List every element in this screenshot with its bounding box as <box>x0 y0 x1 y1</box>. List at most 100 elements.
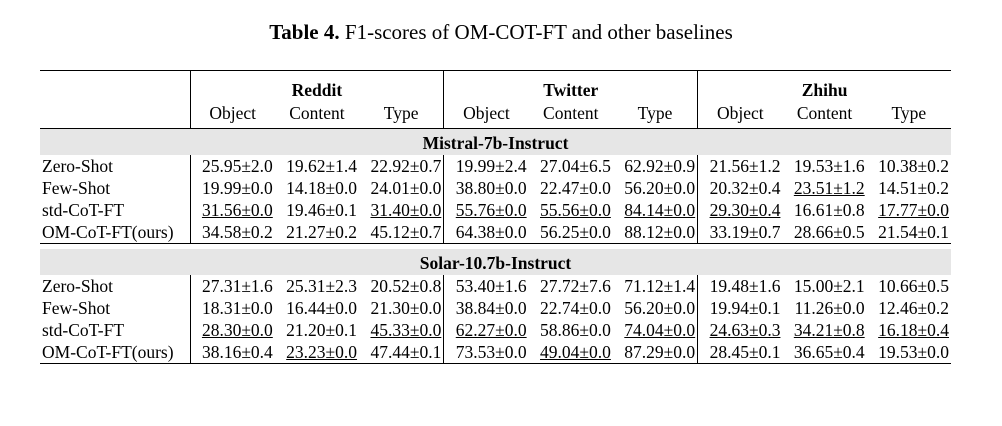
score-value: 17.77±0.0 <box>878 200 949 220</box>
score-value: 19.99±2.4 <box>455 156 527 176</box>
score-cell: 27.04±6.5 <box>529 155 613 177</box>
score-cell: 21.54±0.1 <box>866 221 951 244</box>
score-cell: 58.86±0.0 <box>529 319 613 341</box>
method-cell: OM-CoT-FT(ours) <box>40 341 191 364</box>
score-value: 21.30±0.0 <box>370 298 442 318</box>
score-cell: 33.19±0.7 <box>697 221 783 244</box>
mid-rule <box>40 128 951 129</box>
score-value: 27.72±7.6 <box>540 276 611 296</box>
score-value: 45.12±0.7 <box>370 222 442 242</box>
score-value: 55.76±0.0 <box>455 200 527 220</box>
score-value: 49.04±0.0 <box>540 342 611 362</box>
score-cell: 15.00±2.1 <box>782 275 866 297</box>
score-value: 25.31±2.3 <box>286 276 358 296</box>
score-cell: 28.45±0.1 <box>697 341 783 364</box>
score-value: 24.63±0.3 <box>709 320 781 340</box>
score-value: 16.44±0.0 <box>286 298 358 318</box>
score-cell: 19.62±1.4 <box>275 155 359 177</box>
score-cell: 10.38±0.2 <box>867 155 951 177</box>
score-value: 53.40±1.6 <box>455 276 527 296</box>
section-title-row: Mistral-7b-Instruct <box>40 129 951 155</box>
method-cell: OM-CoT-FT(ours) <box>40 221 191 244</box>
score-value: 20.32±0.4 <box>709 178 781 198</box>
score-value: 87.29±0.0 <box>624 342 696 362</box>
dataset-header-row: Reddit Twitter Zhihu <box>40 71 951 101</box>
score-value: 47.44±0.1 <box>370 342 442 362</box>
score-value: 22.92±0.7 <box>370 156 442 176</box>
caption-text: F1-scores of OM-COT-FT and other baselin… <box>344 20 733 44</box>
score-value: 10.38±0.2 <box>878 156 949 176</box>
score-value: 21.54±0.1 <box>878 222 949 242</box>
score-cell: 45.33±0.0 <box>359 319 445 341</box>
score-cell: 31.40±0.0 <box>359 199 445 221</box>
score-cell: 11.26±0.0 <box>782 297 866 319</box>
score-value: 19.53±0.0 <box>878 342 949 362</box>
score-cell: 28.66±0.5 <box>782 221 867 244</box>
metric-header: Object <box>716 103 764 123</box>
score-cell: 73.53±0.0 <box>443 341 529 364</box>
score-value: 19.48±1.6 <box>709 276 781 296</box>
dataset-header-zhihu: Zhihu <box>801 80 848 100</box>
score-cell: 27.72±7.6 <box>529 275 613 297</box>
table-row: std-CoT-FT 31.56±0.0 19.46±0.1 31.40±0.0 55.… <box>40 199 951 221</box>
score-cell: 17.77±0.0 <box>867 199 951 221</box>
score-value: 29.30±0.4 <box>709 200 781 220</box>
score-cell: 12.46±0.2 <box>867 297 951 319</box>
metric-header: Content <box>289 103 345 123</box>
header-empty-cell <box>40 71 191 101</box>
score-cell: 20.52±0.8 <box>359 275 445 297</box>
score-cell: 87.29±0.0 <box>612 341 699 364</box>
score-cell: 74.04±0.0 <box>612 319 699 341</box>
score-value: 22.47±0.0 <box>540 178 611 198</box>
score-cell: 31.56±0.0 <box>190 199 275 221</box>
score-value: 62.27±0.0 <box>455 320 527 340</box>
score-cell: 27.31±1.6 <box>190 275 275 297</box>
score-cell: 38.16±0.4 <box>190 341 275 364</box>
score-cell: 23.51±1.2 <box>782 177 866 199</box>
score-value: 19.53±1.6 <box>793 156 865 176</box>
top-rule <box>40 70 951 71</box>
table-row: OM-CoT-FT(ours) 34.58±0.2 21.27±0.2 45.12±0… <box>40 221 951 244</box>
score-cell: 19.53±1.6 <box>782 155 866 177</box>
dataset-header-twitter: Twitter <box>443 71 699 101</box>
score-value: 28.45±0.1 <box>709 342 781 362</box>
score-value: 20.52±0.8 <box>370 276 442 296</box>
metric-header: Type <box>359 101 445 129</box>
section-title: Solar-10.7b-Instruct <box>40 249 951 275</box>
score-cell: 34.21±0.8 <box>782 319 866 341</box>
method-cell: Few-Shot <box>40 297 191 319</box>
section-title-row: Solar-10.7b-Instruct <box>40 249 951 275</box>
score-value: 55.56±0.0 <box>540 200 611 220</box>
score-cell: 36.65±0.4 <box>782 341 867 364</box>
metric-header: Content <box>543 103 599 123</box>
score-value: 34.58±0.2 <box>201 222 273 242</box>
score-cell: 56.25±0.0 <box>528 221 613 244</box>
score-value: 16.18±0.4 <box>878 320 949 340</box>
table-row: OM-CoT-FT(ours) 38.16±0.4 23.23±0.0 47.44±0… <box>40 341 951 364</box>
score-value: 31.56±0.0 <box>201 200 273 220</box>
score-value: 10.66±0.5 <box>878 276 949 296</box>
score-value: 28.66±0.5 <box>793 222 865 242</box>
score-value: 27.31±1.6 <box>201 276 273 296</box>
score-cell: 56.20±0.0 <box>612 177 699 199</box>
score-cell: 88.12±0.0 <box>612 221 699 244</box>
score-value: 27.04±6.5 <box>540 156 611 176</box>
score-cell: 29.30±0.4 <box>698 199 783 221</box>
score-cell: 14.18±0.0 <box>275 177 359 199</box>
table-row: Zero-Shot 27.31±1.6 25.31±2.3 20.52±0.8 53.4… <box>40 275 951 297</box>
score-cell: 45.12±0.7 <box>359 221 445 244</box>
score-cell: 18.31±0.0 <box>190 297 275 319</box>
score-cell: 22.47±0.0 <box>529 177 613 199</box>
section-title: Mistral-7b-Instruct <box>40 129 951 155</box>
score-cell: 19.99±2.4 <box>444 155 529 177</box>
score-cell: 19.48±1.6 <box>698 275 783 297</box>
dataset-header-reddit: Reddit <box>190 71 445 101</box>
method-cell: Zero-Shot <box>40 275 191 297</box>
score-value: 84.14±0.0 <box>624 200 696 220</box>
score-cell: 24.63±0.3 <box>698 319 783 341</box>
metric-header: Type <box>891 103 927 123</box>
score-value: 21.20±0.1 <box>286 320 358 340</box>
score-cell: 22.92±0.7 <box>359 155 445 177</box>
score-value: 64.38±0.0 <box>455 222 527 242</box>
score-value: 11.26±0.0 <box>794 298 865 318</box>
